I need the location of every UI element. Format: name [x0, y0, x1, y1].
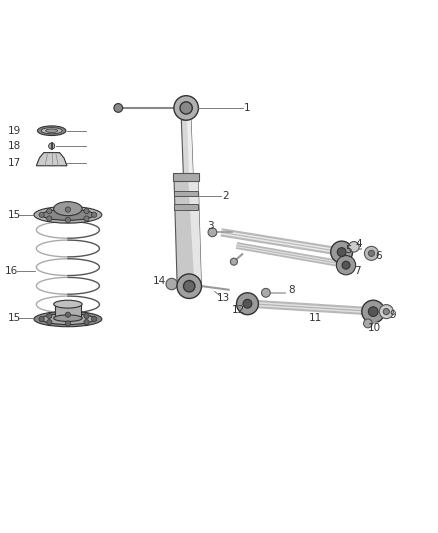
Text: 16: 16 [5, 266, 18, 276]
Text: 19: 19 [8, 126, 21, 136]
Polygon shape [181, 120, 193, 179]
Bar [173, 173, 199, 181]
Ellipse shape [53, 315, 82, 321]
Text: 15: 15 [7, 313, 21, 323]
Circle shape [180, 102, 192, 114]
Circle shape [65, 312, 71, 317]
Circle shape [243, 300, 252, 308]
Circle shape [92, 317, 97, 322]
Polygon shape [188, 181, 201, 286]
Text: 15: 15 [7, 210, 21, 220]
Circle shape [383, 309, 389, 314]
Circle shape [166, 278, 177, 290]
Text: 4: 4 [355, 239, 362, 249]
Circle shape [331, 241, 353, 263]
Text: 13: 13 [217, 294, 230, 303]
Circle shape [84, 313, 89, 319]
Circle shape [368, 251, 374, 256]
Text: 5: 5 [345, 245, 352, 255]
Circle shape [208, 228, 217, 237]
Circle shape [237, 293, 258, 314]
Circle shape [177, 274, 201, 298]
Circle shape [362, 300, 385, 323]
Circle shape [84, 216, 89, 221]
Circle shape [364, 319, 372, 328]
Text: 9: 9 [389, 310, 396, 320]
Ellipse shape [34, 311, 102, 327]
Bar [55, 304, 81, 318]
Circle shape [114, 103, 123, 112]
Text: 11: 11 [309, 313, 322, 323]
Ellipse shape [41, 128, 62, 134]
Circle shape [39, 317, 44, 322]
Text: 7: 7 [353, 266, 360, 276]
Circle shape [261, 288, 270, 297]
Circle shape [65, 207, 71, 212]
Ellipse shape [46, 129, 58, 133]
Text: 3: 3 [207, 221, 214, 231]
Polygon shape [174, 181, 201, 286]
Circle shape [47, 313, 52, 319]
Circle shape [342, 261, 350, 269]
Text: 14: 14 [153, 276, 166, 286]
Text: 6: 6 [375, 251, 382, 261]
Circle shape [92, 212, 97, 217]
Polygon shape [36, 152, 67, 166]
Circle shape [337, 248, 346, 256]
Circle shape [39, 212, 44, 217]
Bar [174, 191, 198, 197]
Text: 1: 1 [244, 103, 251, 113]
Bar [174, 204, 198, 209]
Circle shape [65, 217, 71, 223]
Text: 10: 10 [368, 323, 381, 333]
Circle shape [49, 143, 55, 149]
Circle shape [174, 96, 198, 120]
Circle shape [368, 307, 378, 317]
Circle shape [84, 208, 89, 214]
Ellipse shape [34, 206, 102, 223]
Ellipse shape [53, 300, 82, 308]
Circle shape [47, 319, 52, 325]
Circle shape [349, 241, 359, 252]
Circle shape [184, 280, 195, 292]
Ellipse shape [42, 313, 94, 325]
Circle shape [379, 304, 393, 319]
Text: 17: 17 [8, 158, 21, 168]
Text: 8: 8 [288, 285, 295, 295]
Text: 2: 2 [223, 191, 230, 201]
Polygon shape [187, 120, 193, 179]
Ellipse shape [53, 201, 82, 216]
Text: 12: 12 [232, 305, 245, 316]
Ellipse shape [37, 126, 66, 135]
Circle shape [364, 246, 378, 260]
Ellipse shape [42, 209, 94, 220]
Circle shape [65, 321, 71, 326]
Circle shape [47, 216, 52, 221]
Text: 18: 18 [8, 141, 21, 151]
Circle shape [47, 208, 52, 214]
Circle shape [230, 258, 237, 265]
Circle shape [84, 319, 89, 325]
Circle shape [336, 255, 356, 275]
